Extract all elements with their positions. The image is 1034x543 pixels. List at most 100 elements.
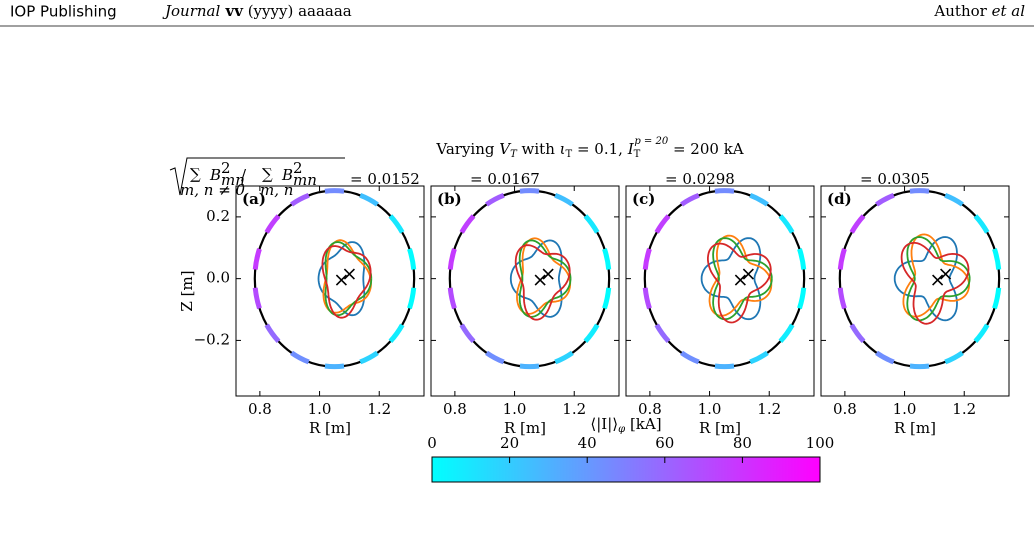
magnetic-axis [343, 268, 355, 280]
coil [602, 287, 612, 310]
flux-surface [518, 239, 572, 318]
coil [359, 350, 379, 365]
panel: (d) 0.8 1.0 1.2 R [m] [820, 185, 1010, 437]
panel: (c) 0.8 1.0 1.2 R [m] [625, 185, 815, 437]
coil [407, 248, 417, 270]
sum-index: m, n ≠ 0 [180, 181, 246, 199]
coil [264, 323, 281, 344]
x-axis-label: R [m] [699, 419, 741, 437]
flux-surface [906, 236, 971, 322]
b: B [209, 166, 221, 184]
norm-value: = 0.0305 [860, 170, 930, 188]
magnetic-axis [335, 274, 347, 286]
axes-frame [625, 185, 815, 397]
sub: mn [293, 171, 317, 189]
publisher: IOP Publishing [10, 3, 117, 21]
flux-surface [708, 234, 773, 317]
flux-surface [317, 241, 366, 317]
colorbar-tick-label: 40 [578, 434, 597, 452]
coil [324, 363, 345, 370]
coil [849, 323, 866, 344]
norm-value: = 0.0152 [350, 170, 420, 188]
x-tick-label: 0.8 [443, 400, 467, 418]
magnetic-axis [742, 268, 754, 280]
magnetic-axis [734, 274, 746, 286]
coil [973, 323, 990, 344]
author: Author et al [933, 2, 1025, 20]
x-tick-label: 1.2 [367, 400, 391, 418]
magnetic-axis [534, 274, 546, 286]
coil [797, 248, 807, 270]
coil [485, 350, 505, 365]
coil [602, 248, 612, 270]
colorbar-tick-label: 100 [806, 434, 835, 452]
flux-surface [324, 241, 373, 317]
colorbar-tick-label: 60 [655, 434, 674, 452]
coil [749, 350, 769, 365]
figure-title: Varying VT with ιT = 0.1, ITp = 20 = 200… [435, 136, 743, 160]
x-axis-label: R [m] [894, 419, 936, 437]
coil [944, 350, 964, 365]
panel: (b) 0.8 1.0 1.2 R [m] [430, 185, 620, 437]
slash: / [241, 166, 247, 184]
panel-label: (d) [827, 190, 852, 208]
coil [459, 214, 476, 234]
colorbar-label: ⟨|I|⟩φ [kA] [590, 415, 661, 435]
colorbar [431, 456, 821, 483]
coil [778, 323, 795, 344]
colorbar-tick-label: 20 [500, 434, 519, 452]
x-axis-label: R [m] [309, 419, 351, 437]
coil [714, 188, 735, 194]
sup: 2 [221, 159, 231, 177]
coil [324, 188, 345, 194]
x-tick-label: 0.8 [248, 400, 272, 418]
coil [909, 363, 930, 370]
norm-value: = 0.0298 [665, 170, 735, 188]
flux-surface [893, 236, 958, 322]
flux-surface [902, 233, 971, 318]
coil [797, 287, 807, 310]
coil [875, 350, 895, 365]
flux-surface [321, 245, 372, 319]
coil [654, 323, 671, 344]
coil [359, 193, 379, 207]
y-axis-label: Z [m] [178, 270, 196, 311]
magnetic-axis [932, 274, 944, 286]
flux-surface [509, 239, 563, 318]
x-tick-label: 1.0 [893, 400, 917, 418]
coil [654, 214, 671, 234]
coil [388, 323, 405, 344]
sum: ∑ [262, 165, 273, 183]
panel-label: (b) [437, 190, 462, 208]
coil [944, 193, 964, 207]
y-tick-label: 0.0 [206, 269, 230, 287]
coil [252, 248, 262, 270]
flux-surface [707, 242, 772, 324]
coil [554, 193, 574, 207]
magnetic-axis [940, 268, 952, 280]
coil [875, 193, 895, 207]
y-tick-label: −0.2 [194, 330, 230, 348]
flux-surface [712, 237, 773, 321]
coil [909, 188, 930, 194]
b: B [281, 166, 293, 184]
coil [642, 248, 652, 270]
coil [388, 214, 405, 234]
coil [992, 248, 1002, 270]
coil [642, 287, 652, 310]
flux-surface [514, 244, 571, 321]
coil [290, 193, 310, 207]
panel-label: (a) [242, 190, 266, 208]
y-tick-label: 0.2 [206, 207, 230, 225]
coil [837, 248, 847, 270]
x-tick-label: 1.2 [562, 400, 586, 418]
sub: mn [221, 171, 245, 189]
coil [459, 323, 476, 344]
coil [519, 188, 540, 194]
coil [519, 363, 540, 370]
colorbar-tick-label: 80 [733, 434, 752, 452]
x-tick-label: 1.0 [308, 400, 332, 418]
coil [583, 323, 600, 344]
x-axis-label: R [m] [504, 419, 546, 437]
